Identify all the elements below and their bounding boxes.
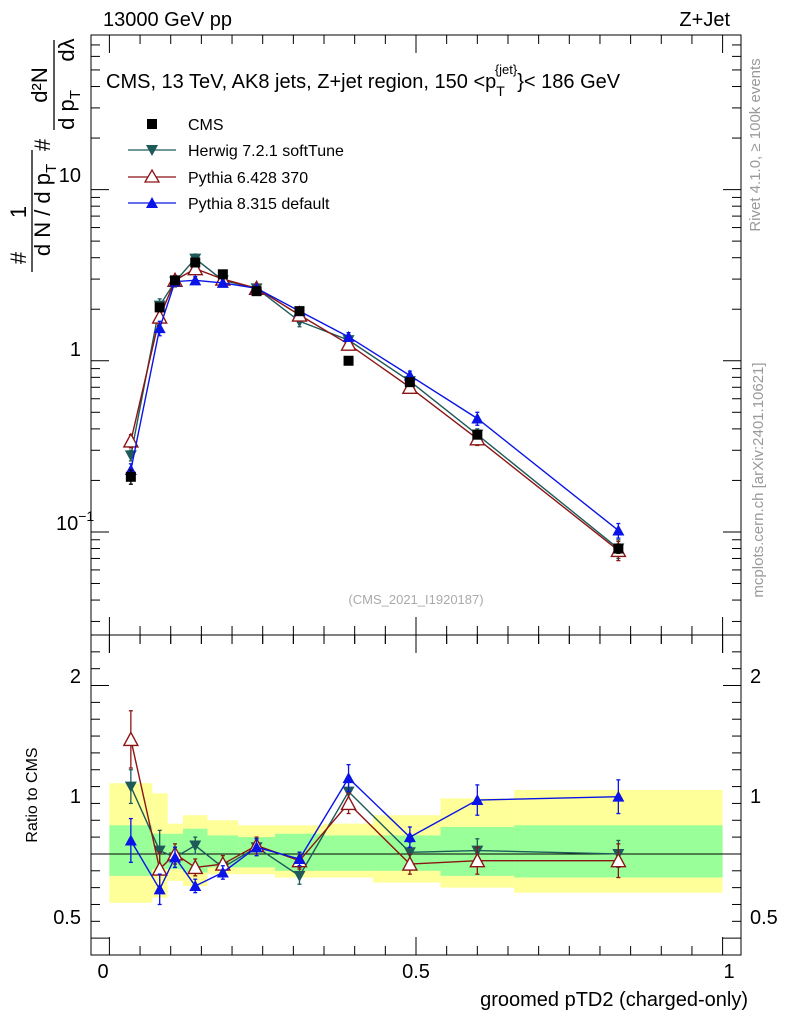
ratio-point-pythia-8-315-default xyxy=(124,834,137,846)
ratio-series-layer xyxy=(122,710,627,906)
point-cms xyxy=(217,269,228,280)
ratio-point-pythia-8-315-default xyxy=(612,790,625,802)
legend-entry-cms: CMS xyxy=(147,117,224,134)
x-tick-label-0.5: 0.5 xyxy=(402,961,430,983)
legend: CMS Herwig 7.2.1 softTune Pythia 6.428 3… xyxy=(128,117,344,213)
ratio-point-pythia-6-428-370 xyxy=(401,855,419,871)
y-label-hash-1: # xyxy=(6,251,31,264)
legend-entry-herwig: Herwig 7.2.1 softTune xyxy=(128,143,344,160)
ratio-point-pythia-8-315-default xyxy=(342,772,355,784)
ratio-axis-label: Ratio to CMS xyxy=(24,747,41,842)
point-pythia-6-428-370 xyxy=(122,432,140,448)
legend-marker-pythia6 xyxy=(143,168,161,183)
point-cms xyxy=(404,377,415,388)
ratio-point-pythia-6-428-370 xyxy=(610,852,627,868)
ratio-point-pythia-8-315-default xyxy=(250,841,263,853)
analysis-id-label: (CMS_2021_I1920187) xyxy=(348,592,483,607)
point-pythia-8-315-default xyxy=(216,276,229,288)
ratio-point-herwig-7-2-1-softtune xyxy=(189,840,202,852)
point-pythia-8-315-default xyxy=(189,274,202,286)
main-series-layer xyxy=(122,253,627,562)
header-energy: 13000 GeV pp xyxy=(103,9,232,31)
legend-marker-cms xyxy=(147,119,157,129)
y-label-dn-dpt: d N / d pT xyxy=(30,164,60,256)
header-process: Z+Jet xyxy=(679,9,730,31)
point-pythia-6-428-370 xyxy=(340,335,357,351)
ratio-point-pythia-6-428-370 xyxy=(469,852,486,868)
ratio-point-herwig-7-2-1-softtune xyxy=(293,870,306,882)
green-band-bin xyxy=(324,835,374,871)
y-tick-label-10: 10 xyxy=(59,165,81,187)
ratio-point-pythia-6-428-370 xyxy=(122,730,140,747)
y-label-hash-2: # xyxy=(30,138,55,151)
point-pythia-8-315-default xyxy=(612,524,625,536)
ratio-point-pythia-8-315-default xyxy=(169,851,182,863)
main-axis-ticks xyxy=(91,34,741,622)
ratio-y-tick-2-right: 2 xyxy=(750,666,761,688)
point-cms xyxy=(294,306,305,317)
x-axis-label: groomed pTD2 (charged-only) xyxy=(480,989,748,1011)
mcplots-citation-label: mcplots.cern.ch [arXiv:2401.10621] xyxy=(750,362,767,597)
series-line-pythia-6-428-370 xyxy=(130,267,619,551)
legend-entry-pythia6: Pythia 6.428 370 xyxy=(128,168,308,187)
point-cms xyxy=(613,543,624,554)
x-axis-ticks xyxy=(108,35,724,955)
point-cms xyxy=(472,429,483,440)
ratio-point-pythia-6-428-370 xyxy=(187,858,204,875)
point-cms xyxy=(251,286,262,297)
point-cms xyxy=(125,471,136,482)
ratio-y-tick-1-right: 1 xyxy=(750,786,761,808)
ratio-uncertainty-bands xyxy=(91,783,741,903)
point-cms xyxy=(170,275,181,286)
ratio-point-herwig-7-2-1-softtune xyxy=(403,847,416,859)
ratio-point-pythia-8-315-default xyxy=(293,853,306,864)
ratio-axis-ticks xyxy=(91,651,741,939)
y-label-denominator: d pT xyxy=(54,90,84,130)
rivet-version-label: Rivet 4.1.0, ≥ 100k events xyxy=(747,58,764,231)
ratio-y-tick-1-left: 1 xyxy=(70,786,81,808)
ratio-y-tick-0.5-right: 0.5 xyxy=(750,907,778,929)
x-tick-label-0: 0 xyxy=(97,961,108,983)
ratio-y-tick-0.5-left: 0.5 xyxy=(53,907,81,929)
y-label-one: 1 xyxy=(6,206,31,218)
ratio-point-pythia-8-315-default xyxy=(189,879,202,891)
y-axis-label: # 1 d N / d pT # d²N d pT dλ xyxy=(6,38,84,272)
y-tick-label-0.1: 10−1 xyxy=(56,508,94,535)
legend-marker-herwig xyxy=(146,145,158,156)
y-tick-label-1: 1 xyxy=(70,339,81,361)
legend-label-pythia8: Pythia 8.315 default xyxy=(188,196,330,213)
ratio-point-herwig-7-2-1-softtune xyxy=(124,781,137,793)
y-label-numerator: d²N xyxy=(27,67,52,102)
ratio-point-pythia-8-315-default xyxy=(216,866,229,878)
ratio-point-herwig-7-2-1-softtune xyxy=(153,845,166,857)
point-cms xyxy=(343,355,354,366)
y-label-lambda: dλ xyxy=(54,38,79,61)
point-pythia-8-315-default xyxy=(342,330,355,342)
legend-label-herwig: Herwig 7.2.1 softTune xyxy=(188,143,344,160)
point-pythia-8-315-default xyxy=(471,412,484,424)
ratio-point-pythia-6-428-370 xyxy=(340,794,357,811)
legend-marker-pythia8 xyxy=(146,197,158,208)
legend-label-cms: CMS xyxy=(188,117,224,134)
point-pythia-8-315-default xyxy=(153,322,166,334)
ratio-point-pythia-8-315-default xyxy=(471,794,484,806)
legend-label-pythia6: Pythia 6.428 370 xyxy=(188,170,308,187)
ratio-point-pythia-8-315-default xyxy=(403,831,416,843)
x-tick-label-1: 1 xyxy=(723,961,734,983)
legend-entry-pythia8: Pythia 8.315 default xyxy=(128,196,330,213)
ratio-point-pythia-8-315-default xyxy=(153,883,166,895)
ratio-y-tick-2-left: 2 xyxy=(70,666,81,688)
series-line-herwig-7-2-1-softtune xyxy=(130,257,619,550)
point-cms xyxy=(190,257,201,268)
chart-title: CMS, 13 TeV, AK8 jets, Z+jet region, 150… xyxy=(106,62,621,99)
point-cms xyxy=(154,302,165,313)
